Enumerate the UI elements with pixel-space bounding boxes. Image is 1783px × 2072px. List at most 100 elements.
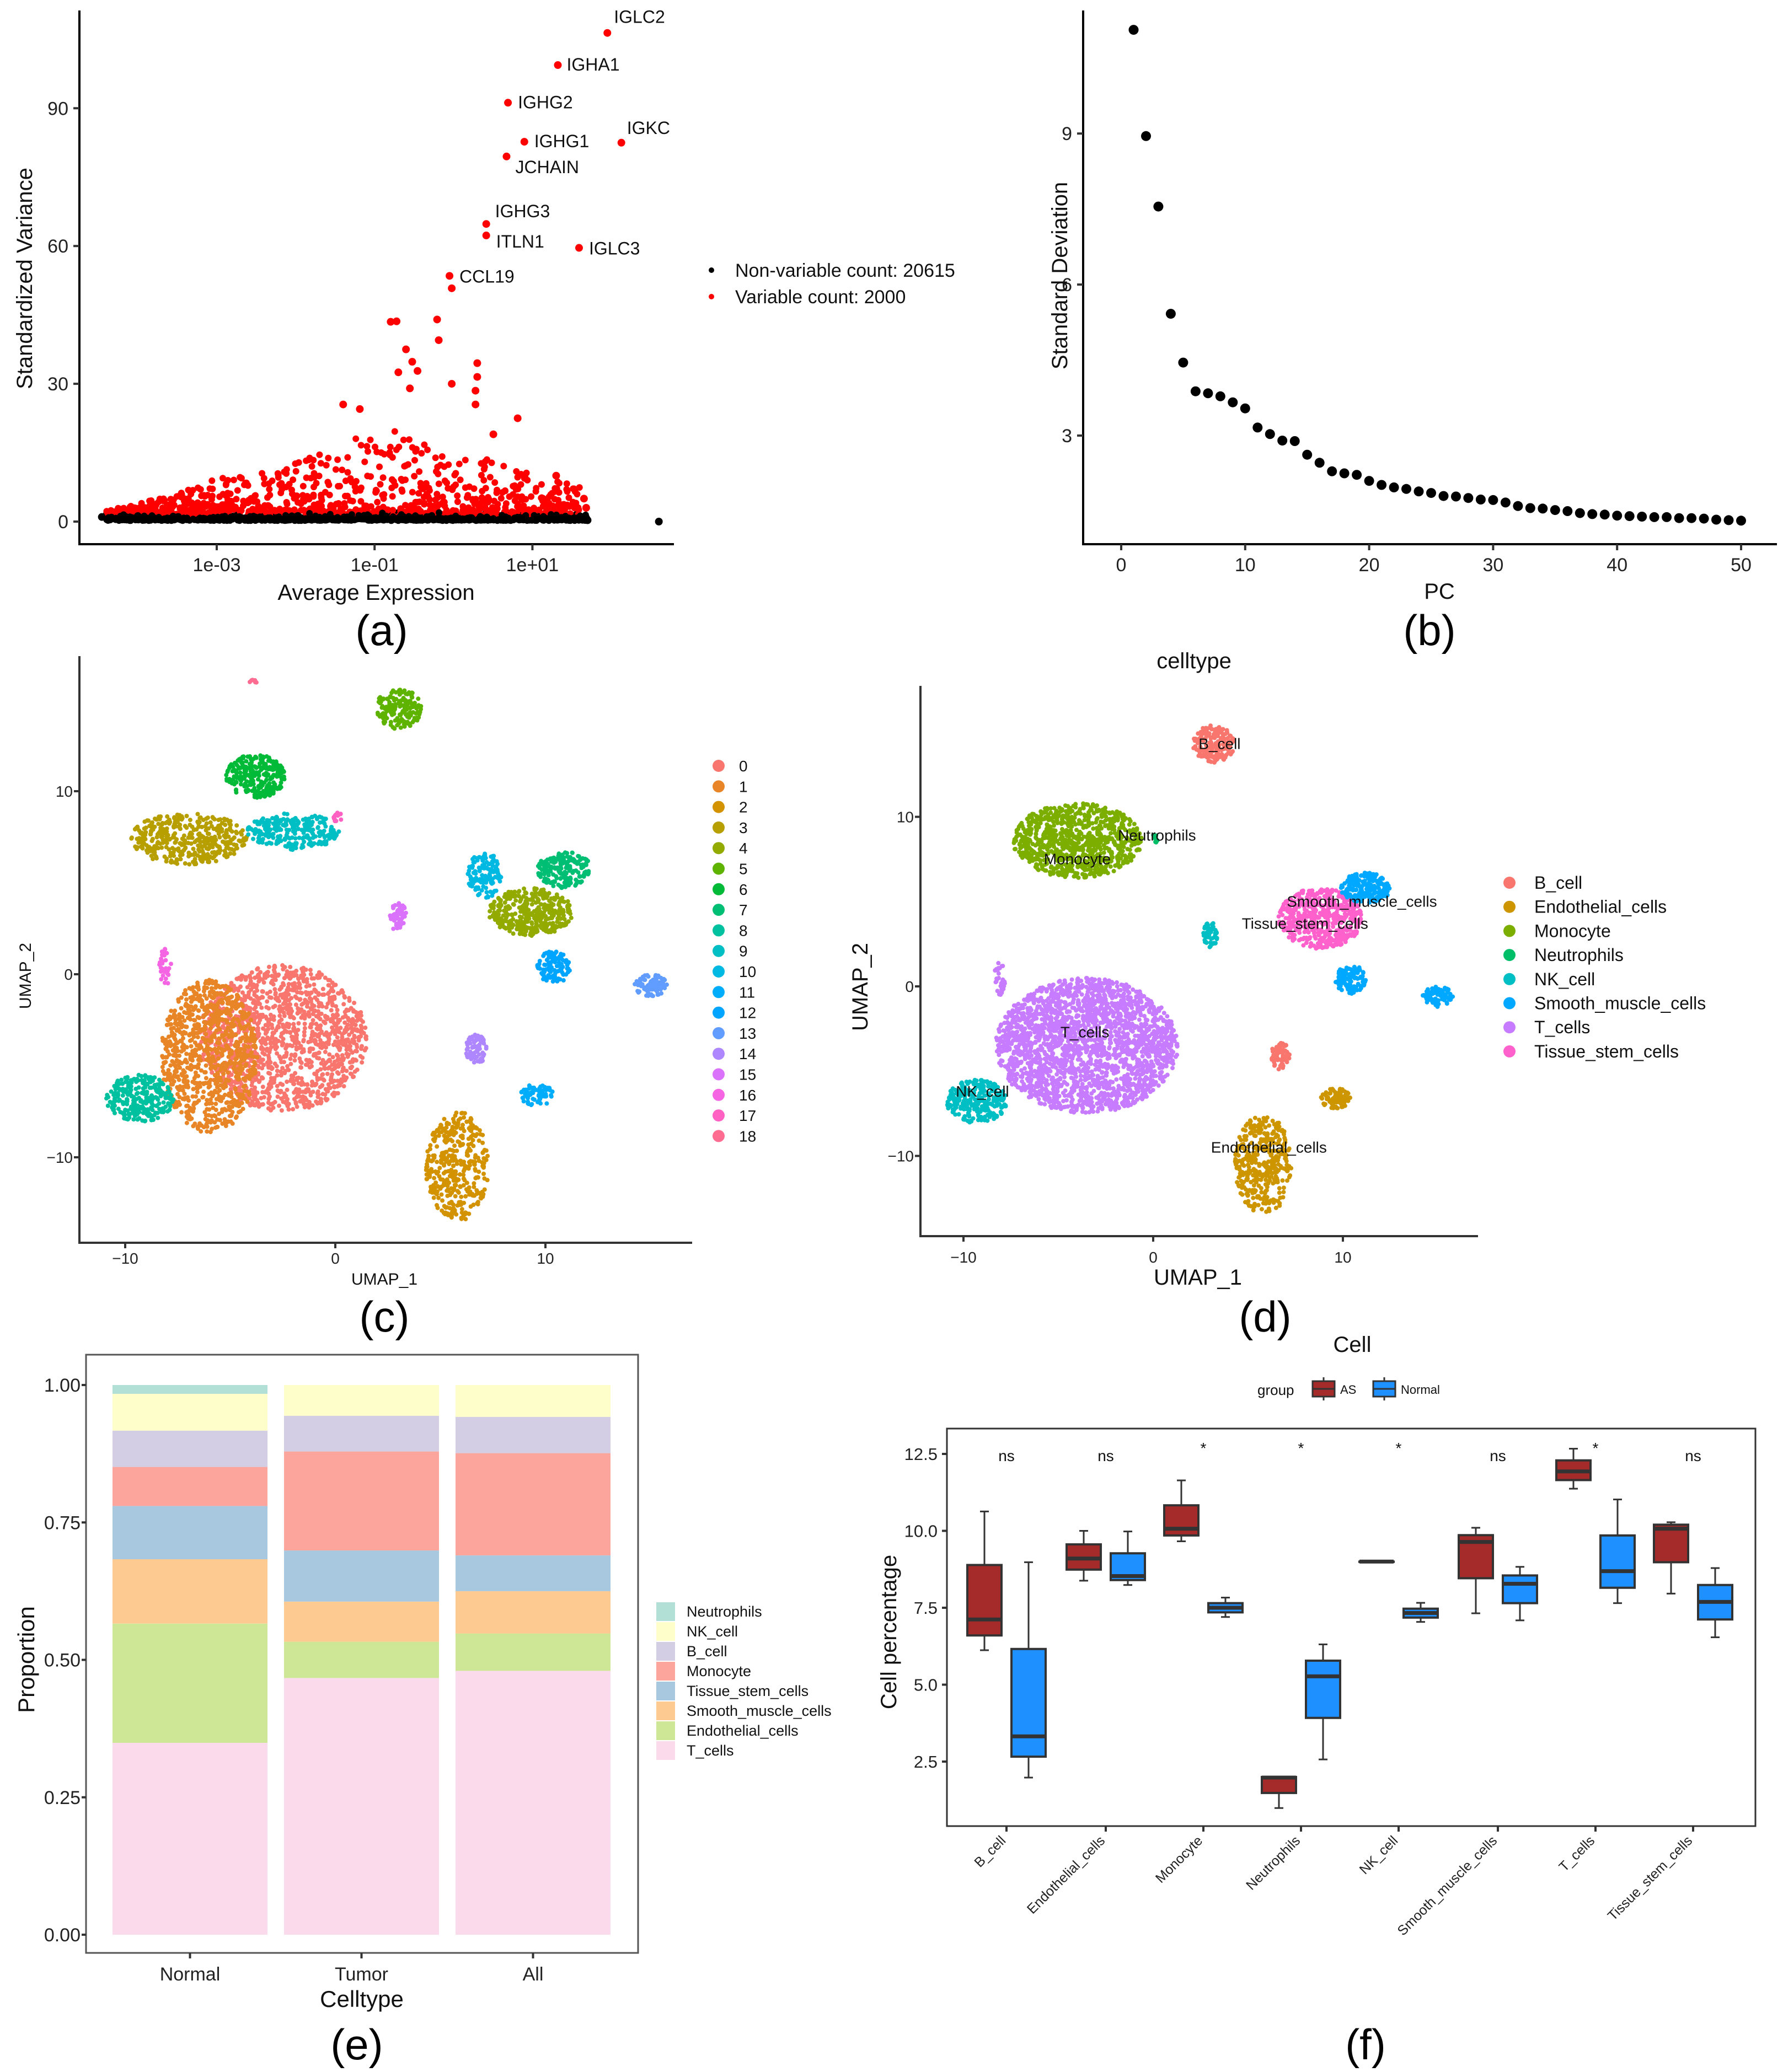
- umap-cell-point: [437, 1166, 442, 1171]
- umap-cell-point: [160, 1069, 165, 1073]
- umap-cell-point: [335, 1070, 340, 1075]
- umap-cell-point: [165, 1017, 170, 1022]
- umap-cell-point: [445, 1183, 449, 1188]
- umap-cell-point: [268, 1041, 273, 1046]
- umap-cell-point: [259, 1005, 264, 1010]
- variable-point: [500, 463, 507, 470]
- variable-point: [520, 502, 527, 509]
- umap-cell-point: [191, 1065, 196, 1070]
- variable-point: [206, 485, 213, 492]
- umap-cell-point: [251, 1060, 256, 1065]
- umap-cell-point: [240, 1107, 245, 1112]
- nonvariable-point: [569, 516, 576, 523]
- umap-cell-point: [360, 1060, 365, 1065]
- umap-cell-point: [428, 1143, 433, 1148]
- umap-cell-point: [323, 1049, 328, 1054]
- umap-cell-point: [439, 1192, 444, 1197]
- variable-point: [215, 503, 222, 510]
- umap-cell-point: [272, 987, 277, 992]
- a-legend-key-variable: [709, 294, 714, 299]
- umap-cell-point: [333, 1066, 338, 1071]
- umap-cell-point: [186, 1085, 191, 1089]
- pc-point: [1265, 429, 1275, 439]
- umap-cell-point: [304, 992, 309, 997]
- umap-cell-point: [445, 1193, 450, 1198]
- pc-point: [1228, 397, 1238, 407]
- variable-point: [445, 485, 452, 492]
- umap-cell-point: [221, 1071, 226, 1076]
- umap-cell-point: [186, 1007, 191, 1012]
- variable-point: [305, 457, 312, 464]
- umap-cell-point: [470, 1124, 475, 1129]
- variable-point: [170, 496, 177, 503]
- pc-point: [1686, 513, 1697, 523]
- umap-cell-point: [255, 1055, 260, 1060]
- umap-cell-point: [249, 1101, 254, 1105]
- gene-label: IGHG1: [534, 131, 590, 151]
- umap-cell-point: [244, 1024, 249, 1029]
- variable-point: [374, 498, 381, 506]
- umap-cell-point: [176, 999, 181, 1004]
- gene-label: IGLC3: [589, 239, 640, 259]
- b-y-tick-label: 3: [1062, 426, 1072, 447]
- labeled-gene-point: [554, 61, 562, 69]
- variable-point: [434, 494, 441, 501]
- umap-cell-point: [442, 1163, 447, 1168]
- variable-point: [181, 507, 188, 514]
- variable-point: [323, 461, 330, 469]
- a-points: [98, 284, 663, 525]
- umap-cell-point: [334, 1053, 339, 1058]
- umap-cell-point: [291, 1015, 296, 1019]
- pc-point: [1302, 449, 1313, 460]
- umap-cell-point: [255, 1028, 260, 1033]
- umap-cell-point: [480, 1150, 485, 1155]
- umap-cell-point: [353, 1049, 358, 1054]
- umap-cell-point: [286, 1022, 291, 1027]
- umap-cell-point: [184, 1011, 189, 1016]
- a-x-axis-title: Average Expression: [277, 581, 474, 605]
- umap-cell-point: [279, 984, 284, 989]
- variable-point: [316, 451, 323, 458]
- umap-cell-point: [224, 1010, 229, 1015]
- umap-cell-point: [363, 1034, 368, 1039]
- variable-point: [361, 458, 368, 465]
- umap-cell-point: [204, 1076, 208, 1081]
- pc-point: [1215, 391, 1225, 401]
- umap-cell-point: [200, 1095, 205, 1100]
- umap-cell-point: [432, 1175, 437, 1180]
- umap-cell-point: [435, 1160, 440, 1164]
- umap-cell-point: [351, 1018, 356, 1023]
- umap-cell-point: [277, 1103, 281, 1108]
- umap-cell-point: [301, 965, 306, 970]
- umap-cell-point: [299, 1082, 304, 1087]
- variable-point: [342, 492, 349, 500]
- umap-cell-point: [344, 1025, 349, 1030]
- variable-point: [553, 504, 560, 512]
- variable-point: [357, 442, 365, 449]
- umap-cell-point: [219, 1033, 224, 1038]
- umap-cell-point: [449, 1207, 454, 1212]
- umap-cell-point: [279, 1034, 283, 1039]
- umap-cell-point: [279, 1108, 284, 1113]
- variable-point: [420, 485, 427, 492]
- umap-cell-point: [325, 1014, 330, 1019]
- umap-cell-point: [453, 1113, 458, 1118]
- variable-point: [511, 497, 518, 504]
- umap-cell-point: [235, 1004, 240, 1009]
- umap-cell-point: [314, 1099, 319, 1104]
- umap-cell-point: [442, 1116, 447, 1121]
- pc-point: [1327, 466, 1337, 476]
- umap-cell-point: [234, 1114, 239, 1119]
- variable-point: [409, 444, 416, 451]
- pc-point: [1314, 458, 1325, 468]
- variable-point: [441, 498, 448, 506]
- umap-cell-point: [175, 1023, 180, 1028]
- variable-point: [299, 492, 307, 499]
- umap-cell-point: [179, 995, 184, 1000]
- umap-cell-point: [474, 1188, 479, 1193]
- umap-cell-point: [297, 1056, 302, 1061]
- umap-cell-point: [474, 1126, 479, 1131]
- umap-cell-point: [469, 1141, 474, 1146]
- umap-cell-point: [197, 1046, 202, 1051]
- umap-cell-point: [204, 1011, 209, 1016]
